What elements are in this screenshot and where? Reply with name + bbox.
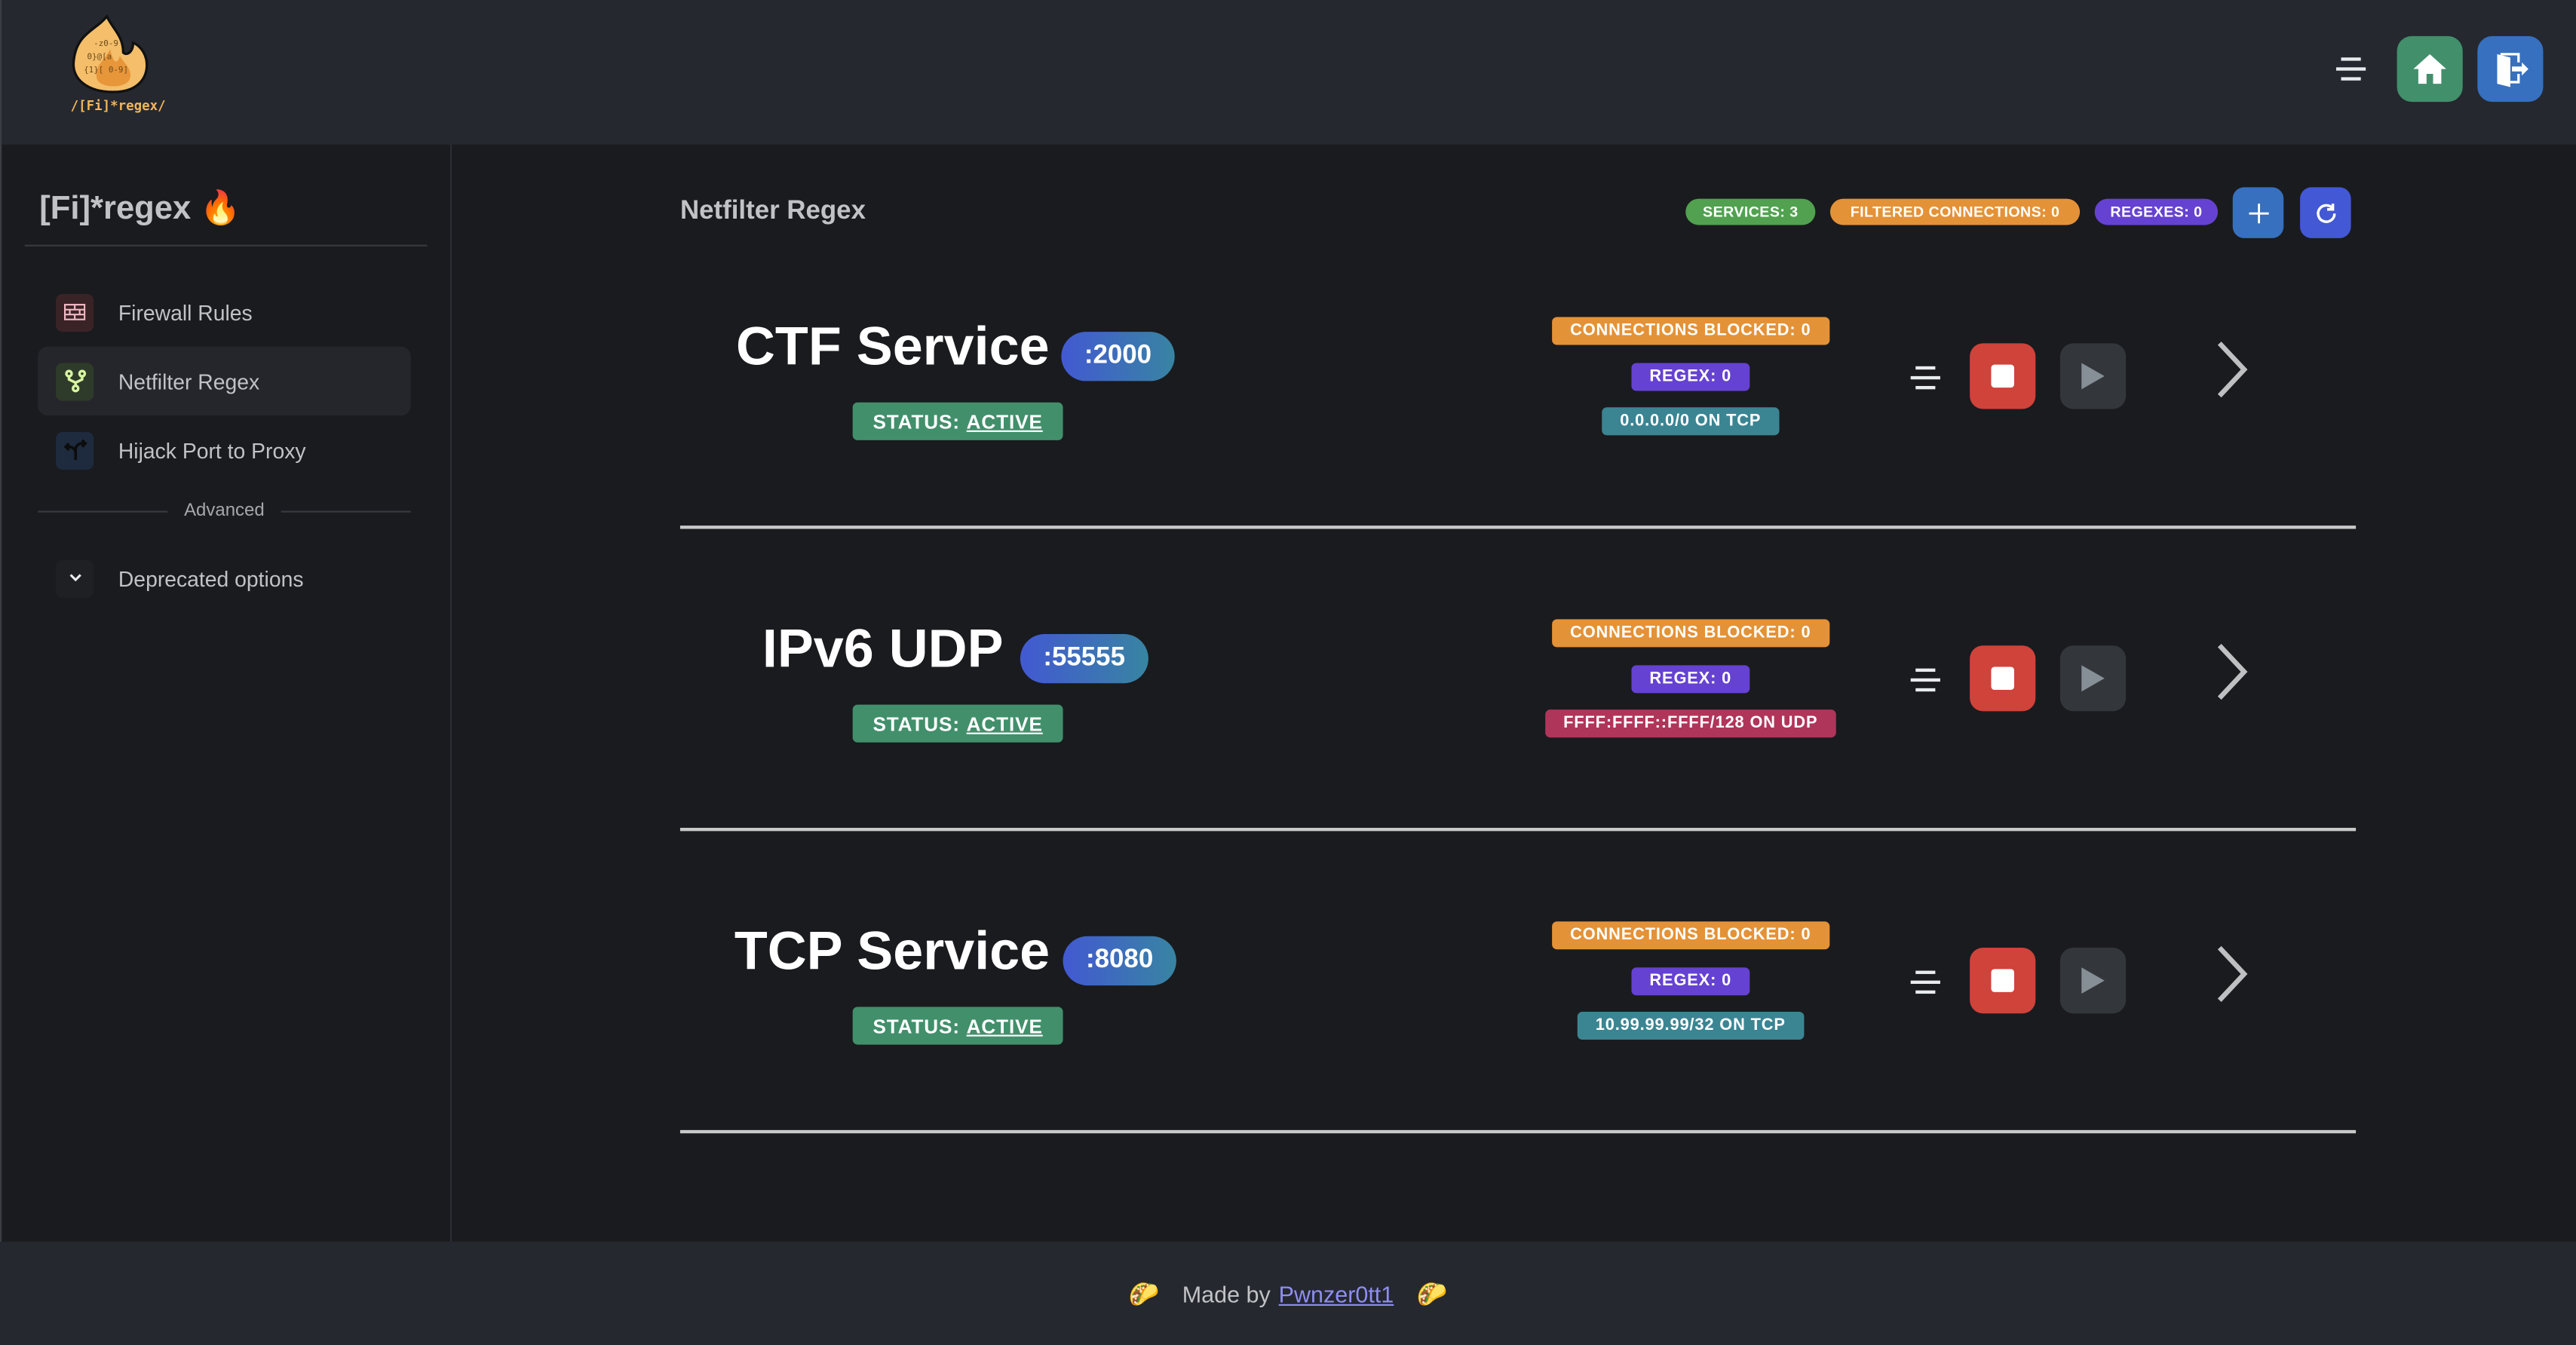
service-name: IPv6 UDP	[762, 617, 1004, 679]
stop-service-button[interactable]	[1970, 645, 2036, 712]
chevron-right-icon[interactable]	[2215, 340, 2251, 399]
regex-count-badge: REGEX: 0	[1631, 967, 1750, 996]
status-label: STATUS:	[872, 1014, 960, 1037]
filtered-connections-badge: FILTERED CONNECTIONS: 0	[1829, 198, 2081, 225]
sidebar-item-deprecated-options[interactable]: Deprecated options	[38, 544, 411, 613]
menu-lines-icon[interactable]	[2335, 57, 2366, 81]
page-title: Netfilter Regex	[679, 197, 866, 225]
footer: 🌮 Made by Pwnzer0tt1 🌮	[0, 1242, 2576, 1345]
sidebar-item-hijack-port[interactable]: Hijack Port to Proxy	[38, 415, 411, 485]
service-row: CTF Service :2000 STATUS: ACTIVE CONNECTI…	[679, 227, 2357, 529]
sidebar	[0, 144, 452, 1242]
start-service-button[interactable]	[2059, 645, 2127, 712]
fire-regex-logo[interactable]: -z0-9 0}@[a {1}[ 0-9]	[64, 13, 163, 118]
logo-text: /[Fi]*regex/	[70, 98, 166, 114]
status-badge: STATUS: ACTIVE	[852, 402, 1063, 440]
row-divider	[679, 828, 2357, 832]
status-label: STATUS:	[872, 409, 960, 434]
home-button[interactable]	[2397, 35, 2463, 103]
service-name: CTF Service	[736, 315, 1050, 376]
service-port-badge: :8080	[1063, 936, 1176, 986]
status-value: ACTIVE	[966, 1014, 1043, 1037]
status-badge: STATUS: ACTIVE	[852, 1006, 1063, 1045]
chevron-right-icon[interactable]	[2215, 945, 2251, 1003]
connections-blocked-badge: CONNECTIONS BLOCKED: 0	[1552, 921, 1829, 950]
sidebar-item-firewall-rules[interactable]: Firewall Rules	[38, 277, 411, 347]
stop-service-button[interactable]	[1970, 343, 2036, 409]
sidebar-title: [Fi]*regex 🔥	[39, 190, 241, 227]
service-name: TCP Service	[734, 920, 1050, 981]
divider	[24, 244, 428, 247]
address-badge: FFFF:FFFF::FFFF/128 ON UDP	[1545, 709, 1836, 738]
services-count-badge: SERVICES: 3	[1685, 198, 1816, 225]
svg-text:0}@[a: 0}@[a	[87, 51, 112, 61]
status-value: ACTIVE	[966, 409, 1043, 434]
start-service-button[interactable]	[2059, 948, 2127, 1014]
taco-icon: 🌮	[1416, 1280, 1448, 1309]
stop-icon	[1991, 969, 2014, 992]
brick-wall-icon	[56, 293, 94, 331]
sidebar-item-label: Netfilter Regex	[118, 369, 260, 394]
plus-icon	[2248, 203, 2268, 223]
svg-text:{1}[ 0-9]: {1}[ 0-9]	[84, 65, 128, 75]
chevron-down-icon	[56, 559, 94, 597]
refresh-button[interactable]	[2300, 187, 2351, 238]
service-menu-icon[interactable]	[1910, 668, 1940, 692]
section-label: Advanced	[184, 501, 265, 521]
service-row: IPv6 UDP :55555 STATUS: ACTIVE CONNECTION…	[679, 529, 2357, 832]
sidebar-item-label: Deprecated options	[118, 565, 304, 591]
regex-count-badge: REGEX: 0	[1631, 363, 1750, 391]
sidebar-item-netfilter-regex[interactable]: Netfilter Regex	[38, 346, 411, 416]
taco-icon: 🌮	[1128, 1280, 1160, 1309]
status-value: ACTIVE	[966, 712, 1043, 735]
sidebar-item-label: Hijack Port to Proxy	[118, 437, 306, 463]
play-icon	[2081, 967, 2105, 994]
git-fork-icon	[56, 362, 94, 400]
connections-blocked-badge: CONNECTIONS BLOCKED: 0	[1552, 317, 1829, 345]
top-header: -z0-9 0}@[a {1}[ 0-9] /[Fi]*regex/	[0, 0, 2576, 145]
add-service-button[interactable]	[2232, 187, 2284, 238]
row-divider	[679, 1129, 2357, 1134]
row-divider	[679, 525, 2357, 529]
home-icon	[2413, 54, 2446, 84]
play-icon	[2081, 363, 2105, 390]
split-arrows-icon	[56, 430, 94, 469]
play-icon	[2081, 665, 2105, 692]
refresh-icon	[2316, 203, 2335, 222]
service-port-badge: :2000	[1061, 332, 1175, 381]
stop-icon	[1991, 666, 2014, 691]
status-badge: STATUS: ACTIVE	[852, 704, 1063, 743]
svg-text:-z0-9: -z0-9	[94, 38, 118, 48]
regexes-count-badge: REGEXES: 0	[2094, 198, 2219, 225]
start-service-button[interactable]	[2059, 343, 2127, 409]
regex-count-badge: REGEX: 0	[1631, 665, 1750, 694]
stop-icon	[1991, 364, 2014, 388]
service-menu-icon[interactable]	[1910, 970, 1940, 994]
chevron-right-icon[interactable]	[2215, 642, 2251, 701]
service-port-badge: :55555	[1020, 633, 1148, 684]
address-badge: 10.99.99.99/32 ON TCP	[1577, 1012, 1804, 1040]
status-label: STATUS:	[872, 712, 960, 735]
logout-button[interactable]	[2477, 35, 2544, 103]
service-menu-icon[interactable]	[1910, 366, 1940, 390]
author-link[interactable]: Pwnzer0tt1	[1278, 1280, 1394, 1307]
sidebar-item-label: Firewall Rules	[118, 299, 253, 325]
logout-door-icon	[2497, 53, 2528, 87]
connections-blocked-badge: CONNECTIONS BLOCKED: 0	[1552, 619, 1829, 648]
section-divider-advanced: Advanced	[38, 501, 411, 521]
stop-service-button[interactable]	[1970, 948, 2036, 1014]
service-row: TCP Service :8080 STATUS: ACTIVE CONNECTI…	[679, 831, 2357, 1134]
footer-text: Made by	[1182, 1280, 1271, 1307]
address-badge: 0.0.0.0/0 ON TCP	[1602, 407, 1780, 436]
